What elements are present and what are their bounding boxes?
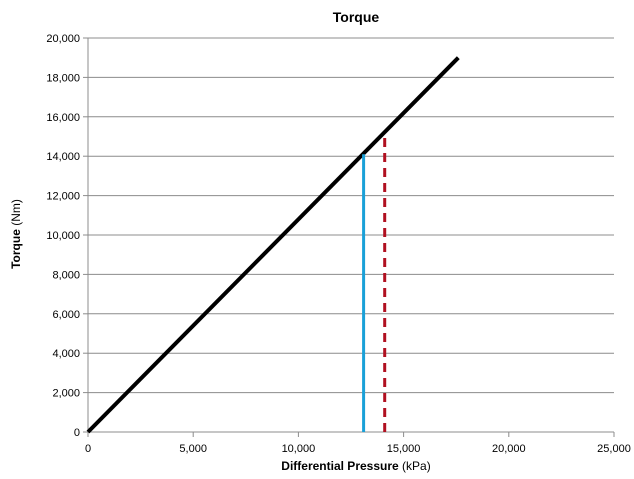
x-axis-title: Differential Pressure (kPa) (281, 459, 430, 473)
y-tick-label: 10,000 (46, 230, 80, 242)
y-tick-label: 14,000 (46, 151, 80, 163)
x-tick-label: 0 (85, 443, 91, 455)
y-tick-labels: 0 2,000 4,000 6,000 8,000 10,000 12,000 14,000 1… (46, 33, 80, 439)
x-tick-labels: 0 5,000 10,000 15,000 20,000 25,000 (85, 443, 631, 455)
y-tick-label: 20,000 (46, 33, 80, 45)
x-tick-label: 5,000 (179, 443, 207, 455)
y-axis-title-unit: (Nm) (9, 199, 23, 229)
y-tick-label: 6,000 (52, 309, 80, 321)
y-tick-label: 4,000 (52, 348, 80, 360)
y-tick-label: 18,000 (46, 72, 80, 84)
x-tick-label: 15,000 (387, 443, 421, 455)
y-axis-title-bold: Torque (9, 229, 23, 269)
y-tick-label: 2,000 (52, 388, 80, 400)
x-tick-label: 10,000 (282, 443, 316, 455)
y-tick-label: 0 (74, 427, 80, 439)
x-tick-label: 25,000 (597, 443, 631, 455)
y-axis-title: Torque (Nm) (9, 199, 23, 269)
axes (83, 37, 615, 437)
series-lines (86, 56, 460, 434)
x-tick-label: 20,000 (492, 443, 526, 455)
x-axis-title-unit: (kPa) (399, 459, 431, 473)
torque-line (86, 56, 460, 434)
y-tick-label: 16,000 (46, 112, 80, 124)
x-axis-title-bold: Differential Pressure (281, 459, 399, 473)
y-tick-label: 8,000 (52, 269, 80, 281)
y-tick-label: 12,000 (46, 191, 80, 203)
chart-title: Torque (333, 9, 380, 25)
gridlines (88, 37, 614, 394)
